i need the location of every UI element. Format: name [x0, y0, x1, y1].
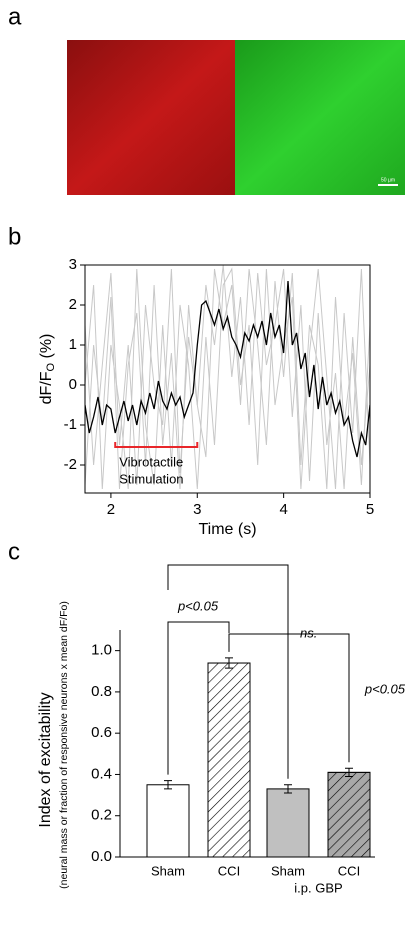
trace — [85, 280, 370, 458]
y-tick-label: 0.2 — [91, 807, 112, 824]
significance-bracket — [228, 633, 350, 763]
y-axis-label: Index of excitability — [37, 692, 54, 827]
significance-bracket — [167, 621, 230, 775]
stimulus-bracket — [114, 442, 199, 448]
x-tick-label: 5 — [366, 501, 374, 518]
y-tick-label: 3 — [69, 256, 77, 273]
y-axis-label-part: dF/F — [38, 371, 55, 404]
y-tick-label: 0 — [69, 376, 77, 393]
y-tick-label: 0.8 — [91, 683, 112, 700]
x-tick-label: Sham — [151, 863, 185, 878]
y-tick-label: 2 — [69, 296, 77, 313]
x-tick-label: 4 — [279, 501, 287, 518]
annotation: ns. — [300, 625, 317, 640]
x-tick-label: Sham — [271, 863, 305, 878]
panel-label: b — [8, 223, 21, 250]
error-bar — [284, 784, 292, 794]
error-bar — [225, 657, 233, 669]
x-axis-label: Time (s) — [198, 521, 256, 538]
panel-label: c — [8, 538, 20, 565]
y-tick-label: 1 — [69, 336, 77, 353]
annotation: Vibrotactile — [119, 454, 183, 469]
y-axis-label-part: (%) — [38, 334, 55, 363]
plot-clip — [85, 265, 370, 490]
red-image — [67, 40, 235, 195]
annotation: p<0.05 — [364, 681, 406, 696]
x-tick-label: CCI — [338, 863, 360, 878]
trace — [85, 267, 370, 490]
annotation: p<0.05 — [177, 598, 219, 613]
y-tick-label: 0.0 — [91, 848, 112, 865]
error-bar — [164, 780, 172, 790]
x-tick-label: CCI — [218, 863, 240, 878]
scale-bar-label: 50 µm — [381, 177, 395, 183]
bar-hatch — [327, 771, 371, 858]
green-image — [235, 40, 405, 195]
plot-frame — [84, 264, 371, 494]
y-axis-sublabel: (neural mass or fraction of responsive n… — [58, 601, 70, 889]
annotation: Stimulation — [119, 471, 183, 486]
y-tick-label: 0.6 — [91, 724, 112, 741]
y-tick-label: 1.0 — [91, 642, 112, 659]
error-bar — [345, 767, 353, 778]
significance-bracket — [167, 564, 289, 779]
y-tick-label: 0.4 — [91, 765, 112, 782]
bar-hatch — [207, 662, 251, 858]
y-tick-label: -1 — [64, 416, 77, 433]
y-axis-label: dF/FO (%) — [38, 334, 57, 405]
y-axis-label-part: O — [45, 363, 57, 372]
group-label: i.p. GBP — [294, 880, 342, 895]
bar — [146, 784, 190, 858]
bar — [266, 788, 310, 858]
panel-label: a — [8, 3, 22, 30]
y-tick-label: -2 — [64, 456, 77, 473]
x-tick-label: 3 — [193, 501, 201, 518]
trace — [85, 268, 370, 490]
x-tick-label: 2 — [107, 501, 115, 518]
